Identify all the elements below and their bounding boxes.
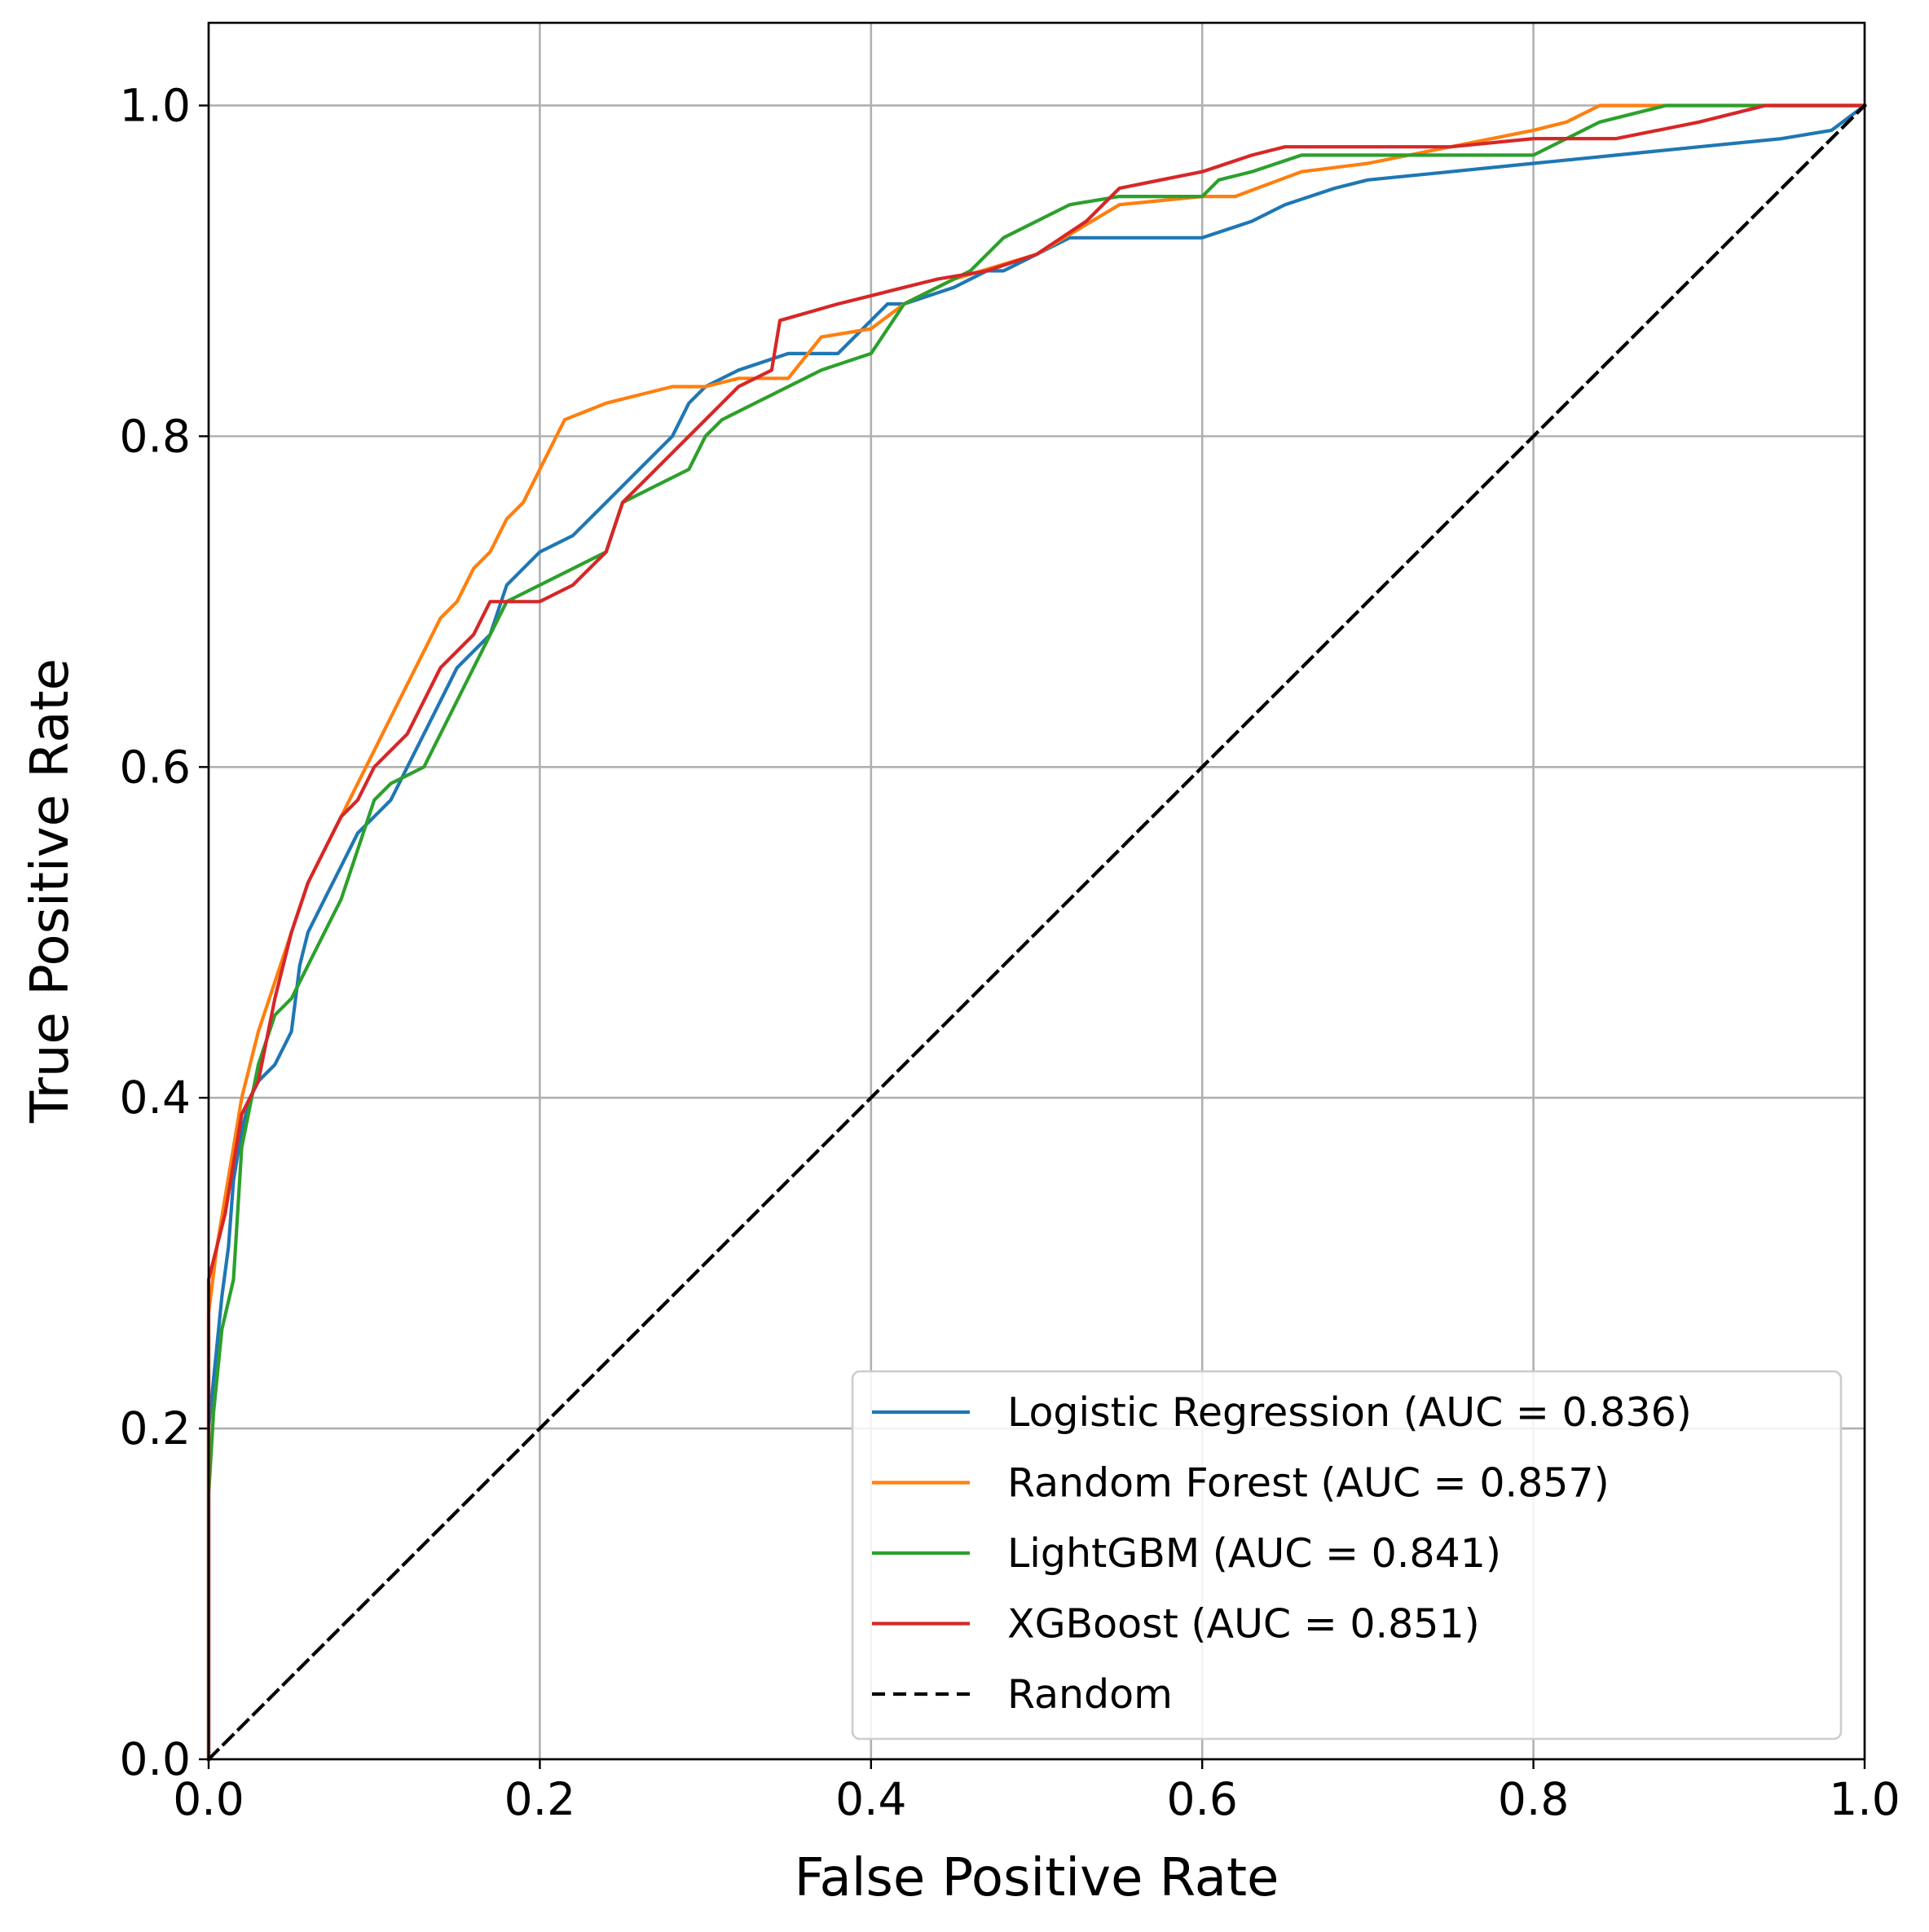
legend-label-2: Random Forest (AUC = 0.857) bbox=[1007, 1460, 1610, 1507]
x-tick-label: 0.0 bbox=[173, 1773, 244, 1825]
y-tick-label: 0.0 bbox=[120, 1733, 191, 1785]
x-tick-label: 1.0 bbox=[1829, 1773, 1900, 1825]
y-tick-label: 0.2 bbox=[120, 1402, 191, 1455]
x-axis-label: False Positive Rate bbox=[795, 1848, 1279, 1908]
plot-frame bbox=[207, 21, 1866, 1761]
series-line-1 bbox=[206, 103, 1867, 1762]
series-lines bbox=[206, 103, 1867, 1762]
x-tick-label: 0.2 bbox=[504, 1773, 575, 1825]
series-line-5 bbox=[206, 103, 1867, 1762]
legend-label-5: Random bbox=[1007, 1671, 1173, 1718]
legend-box bbox=[851, 1370, 1843, 1741]
legend-label-3: LightGBM (AUC = 0.841) bbox=[1007, 1530, 1501, 1577]
x-tick-label: 0.4 bbox=[835, 1773, 906, 1825]
axis-ticks: 0.0 0.2 0.4 0.6 0.8 1.0 0.0 0.2 0.4 0.6 0.8 1.0 bbox=[120, 79, 1900, 1825]
legend-label-1: Logistic Regression (AUC = 0.836) bbox=[1007, 1389, 1692, 1436]
y-tick-label: 0.4 bbox=[120, 1072, 191, 1124]
legend: Logistic Regression (AUC = 0.836) Random … bbox=[851, 1370, 1843, 1741]
y-axis-label: True Positive Rate bbox=[20, 658, 81, 1124]
legend-label-4: XGBoost (AUC = 0.851) bbox=[1007, 1601, 1480, 1648]
x-tick-label: 0.6 bbox=[1166, 1773, 1237, 1825]
x-tick-label: 0.8 bbox=[1498, 1773, 1569, 1825]
series-line-4 bbox=[206, 103, 1867, 1762]
series-line-3 bbox=[206, 103, 1867, 1762]
y-tick-label: 1.0 bbox=[120, 79, 191, 131]
y-tick-label: 0.8 bbox=[120, 410, 191, 462]
y-tick-label: 0.6 bbox=[120, 741, 191, 793]
